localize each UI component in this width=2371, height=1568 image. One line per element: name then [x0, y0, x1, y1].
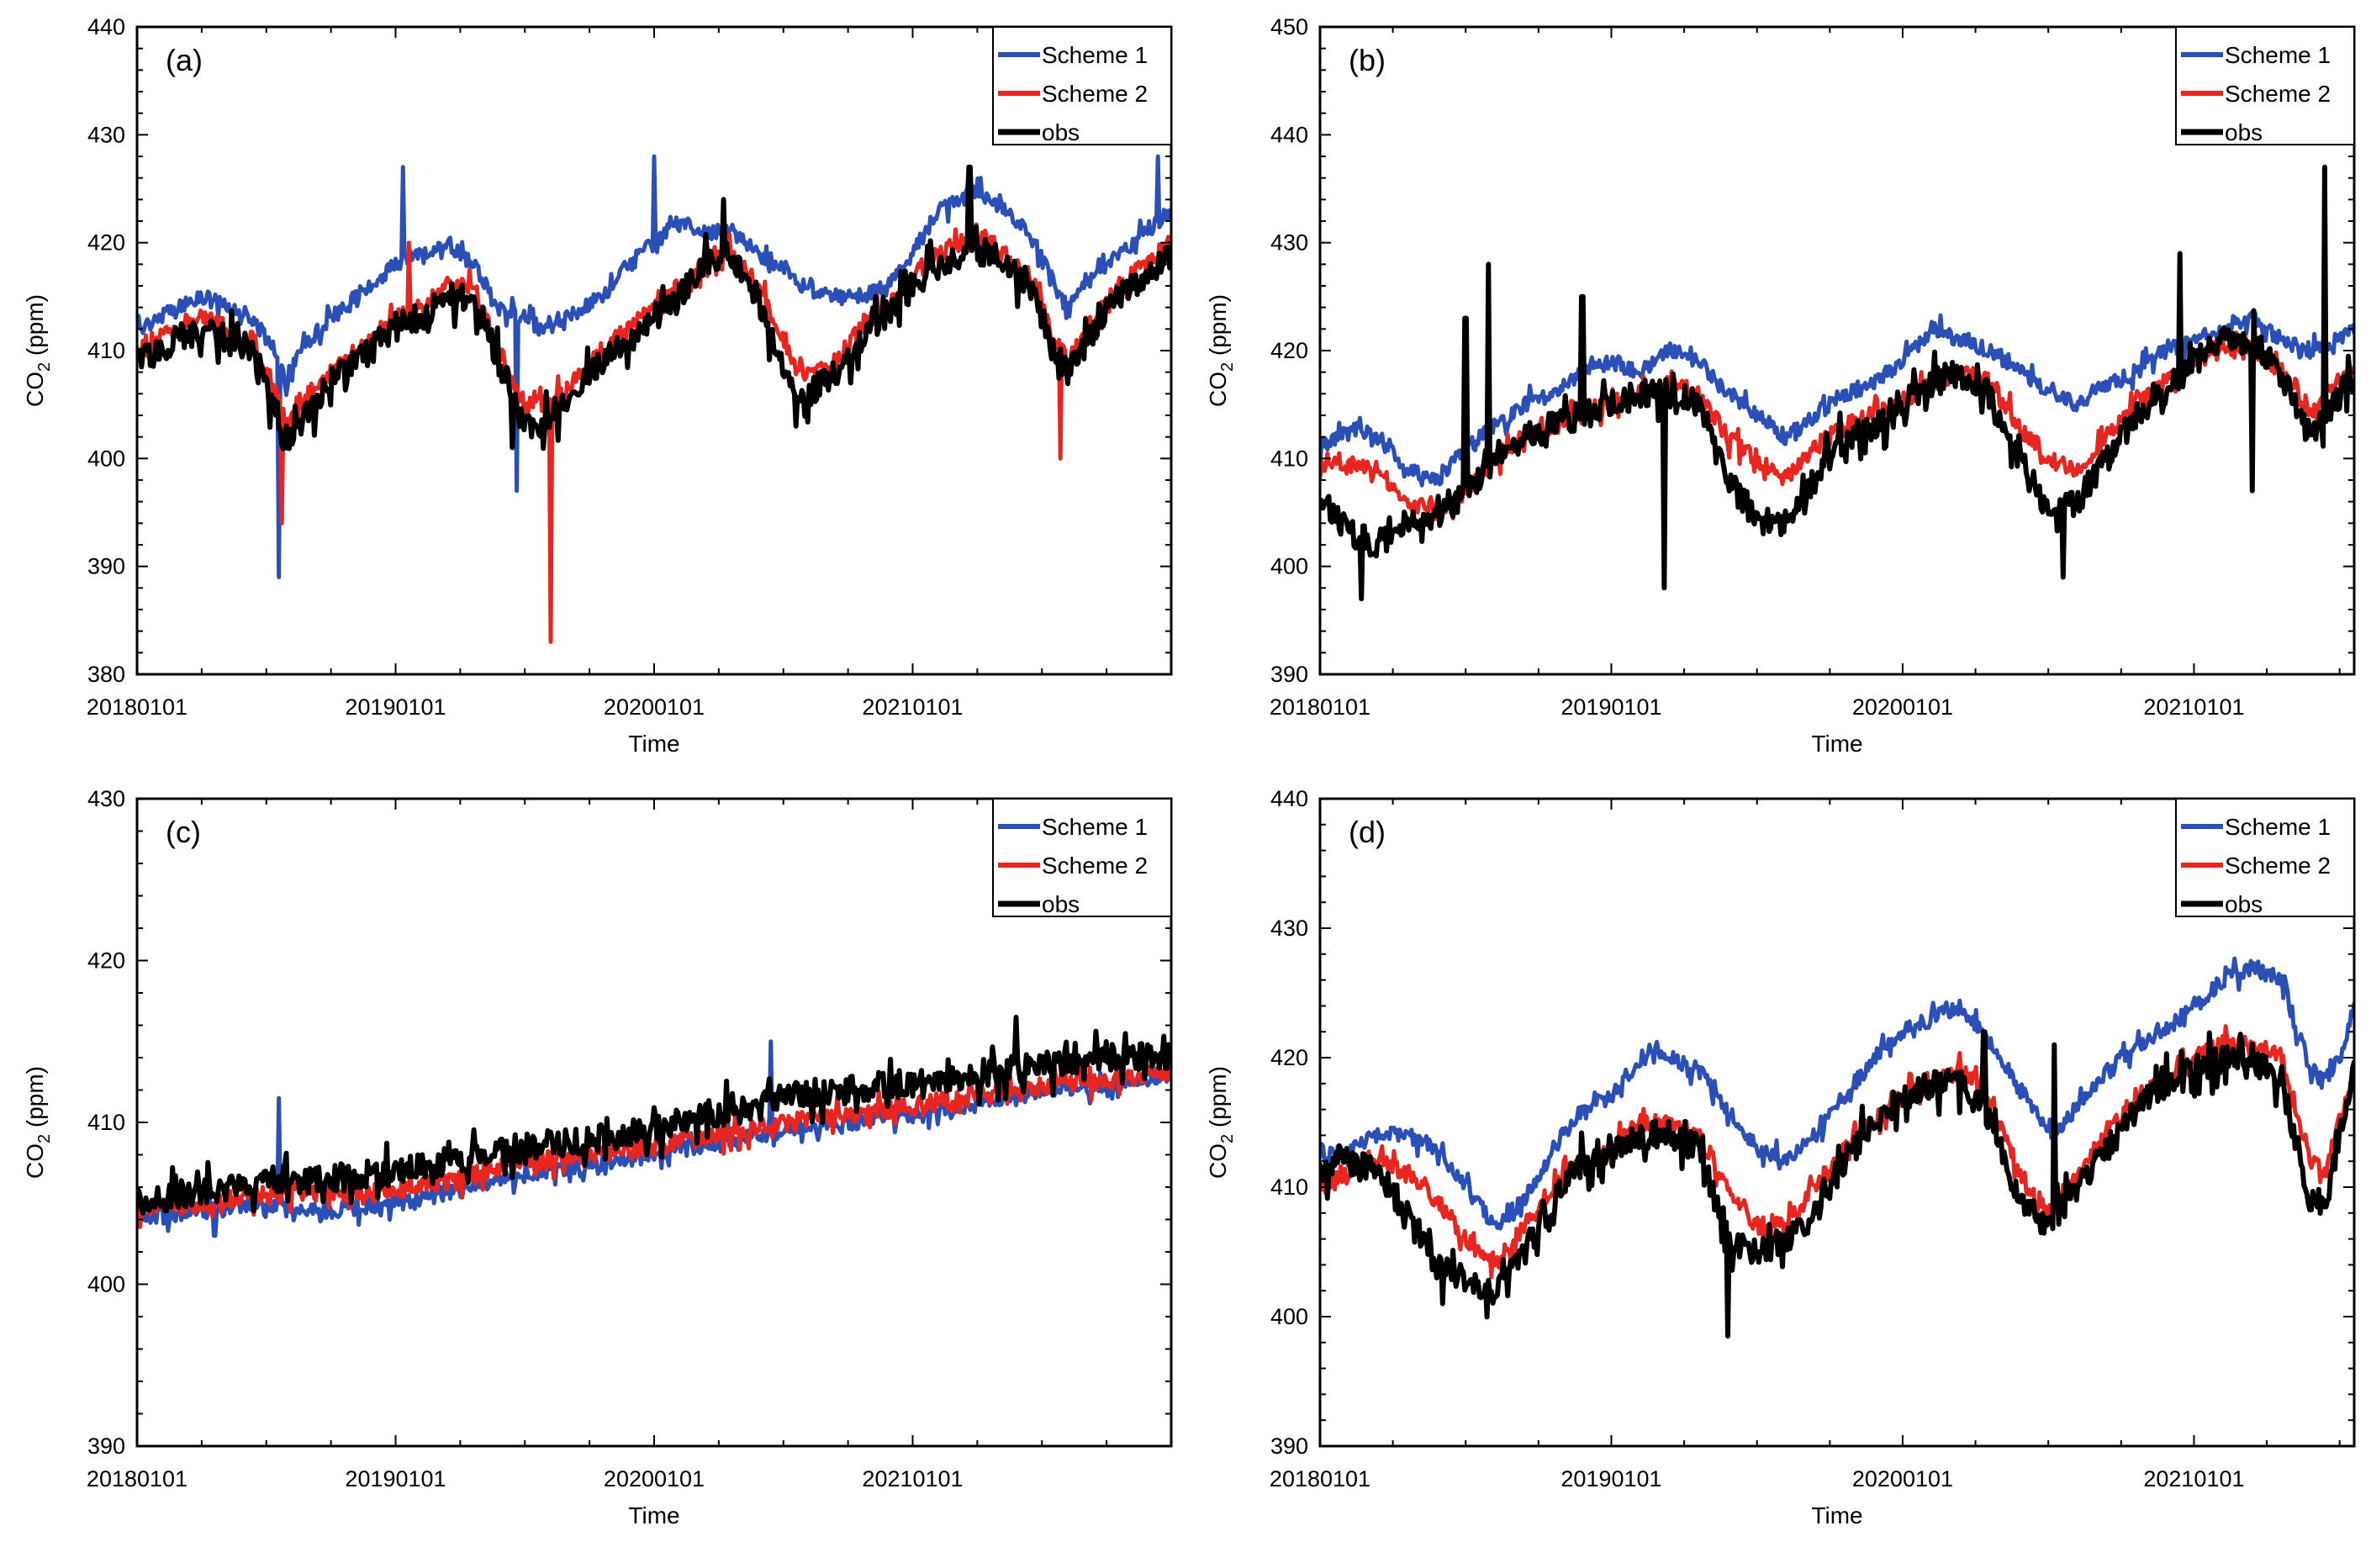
x-tick-label: 20190101 [345, 1466, 446, 1491]
y-tick-label: 400 [87, 1272, 125, 1297]
legend: Scheme 1 Scheme 2 obs [992, 26, 1172, 145]
panel-a: 380 390 400 410 420 430 440 20180101 20190101 202… [22, 14, 1173, 757]
y-tick-label: 420 [1270, 1045, 1308, 1070]
x-tick-label: 20190101 [1560, 694, 1661, 720]
y-tick-label: 440 [87, 14, 125, 40]
legend-label: Scheme 1 [1042, 814, 1148, 840]
legend-box [2175, 26, 2355, 145]
legend-label: obs [1042, 891, 1080, 917]
x-axis-title: Time [628, 1502, 679, 1528]
y-tick-label: 430 [87, 786, 125, 811]
y-tick-label: 440 [1270, 122, 1308, 147]
y-tick-label: 440 [1270, 786, 1308, 811]
x-tick-label: 20210101 [2143, 694, 2244, 720]
x-axis-title: Time [628, 731, 679, 757]
x-tick-label: 20190101 [1560, 1466, 1661, 1491]
y-axis-title: CO2 (ppm) [22, 1066, 54, 1179]
series-line-scheme1 [137, 154, 1171, 579]
y-tick-label: 410 [87, 1110, 125, 1135]
legend-label: obs [1042, 119, 1080, 145]
series-line-scheme1 [1320, 956, 2354, 1231]
y-axis-title: CO2 (ppm) [22, 294, 54, 407]
y-tick-label: 390 [1270, 1433, 1308, 1459]
panel-c: 390 400 410 420 430 20180101 20190101 20200101 2… [22, 786, 1173, 1528]
series-line-scheme2 [137, 1059, 1171, 1229]
x-tick-label: 20200101 [1852, 694, 1953, 720]
legend-label: Scheme 1 [2225, 814, 2331, 840]
series-line-obs [1320, 164, 2354, 602]
x-tick-label: 20190101 [345, 694, 446, 720]
y-tick-label: 430 [1270, 916, 1308, 941]
series-line-obs [137, 1014, 1171, 1216]
x-tick-label: 20200101 [604, 694, 705, 720]
legend-box [2175, 798, 2355, 917]
panel-label: (a) [166, 43, 203, 77]
plot-frame [1318, 797, 2356, 1448]
plot-area [1320, 164, 2354, 602]
x-axis-title: Time [1811, 1502, 1862, 1528]
legend-label: Scheme 2 [2225, 853, 2331, 879]
y-tick-label: 410 [1270, 1175, 1308, 1200]
x-tick-label: 20200101 [604, 1466, 705, 1491]
y-tick-label: 430 [1270, 230, 1308, 256]
y-tick-label: 420 [87, 948, 125, 974]
legend-box [992, 26, 1172, 145]
y-tick-label: 390 [1270, 662, 1308, 687]
y-tick-label: 380 [87, 662, 125, 687]
panel-label: (c) [166, 815, 201, 849]
series-line-obs [1320, 1029, 2354, 1339]
y-tick-label: 390 [87, 1433, 125, 1459]
legend-label: Scheme 2 [1042, 853, 1148, 879]
x-tick-label: 20180101 [1270, 694, 1370, 720]
x-tick-label: 20210101 [2143, 1466, 2244, 1491]
x-tick-label: 20200101 [1852, 1466, 1953, 1491]
panel-b: 390 400 410 420 430 440 450 20180101 20190101 202… [1205, 14, 2356, 757]
series-line-scheme1 [1320, 309, 2354, 488]
y-axis-title: CO2 (ppm) [1205, 1066, 1237, 1179]
x-axis-title: Time [1811, 731, 1862, 757]
legend-box [992, 798, 1172, 917]
y-tick-label: 450 [1270, 14, 1308, 40]
y-tick-label: 420 [87, 230, 125, 256]
y-tick-label: 400 [87, 446, 125, 471]
series-line-scheme1 [137, 1039, 1171, 1238]
legend-label: obs [2225, 119, 2263, 145]
y-tick-label: 420 [1270, 338, 1308, 363]
x-tick-label: 20210101 [862, 1466, 963, 1491]
series-line-obs [137, 164, 1171, 451]
x-tick-label: 20180101 [87, 694, 187, 720]
y-tick-label: 410 [1270, 446, 1308, 471]
legend-label: Scheme 1 [2225, 42, 2331, 68]
legend-label: Scheme 2 [2225, 81, 2331, 107]
y-tick-label: 410 [87, 338, 125, 363]
x-tick-label: 20210101 [862, 694, 963, 720]
legend: Scheme 1 Scheme 2 obs [992, 798, 1172, 917]
legend-label: obs [2225, 891, 2263, 917]
x-tick-label: 20180101 [1270, 1466, 1370, 1491]
y-tick-label: 390 [87, 554, 125, 579]
legend-label: Scheme 2 [1042, 81, 1148, 107]
panel-label: (d) [1349, 815, 1386, 849]
y-tick-label: 400 [1270, 1304, 1308, 1329]
legend-label: Scheme 1 [1042, 42, 1148, 68]
y-tick-label: 400 [1270, 554, 1308, 579]
y-tick-label: 430 [87, 122, 125, 147]
legend: Scheme 1 Scheme 2 obs [2175, 798, 2355, 917]
y-axis-title: CO2 (ppm) [1205, 294, 1237, 407]
plot-area [1320, 956, 2354, 1339]
panel-label: (b) [1349, 43, 1386, 77]
legend: Scheme 1 Scheme 2 obs [2175, 26, 2355, 145]
x-tick-label: 20180101 [87, 1466, 187, 1491]
plot-area [137, 154, 1171, 644]
panel-d: 390 400 410 420 430 440 20180101 20190101 202001… [1205, 786, 2356, 1528]
plot-area [137, 1014, 1171, 1238]
